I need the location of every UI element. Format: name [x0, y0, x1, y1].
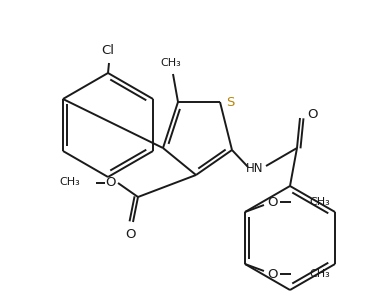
Text: S: S — [226, 97, 234, 110]
Text: O: O — [106, 175, 116, 188]
Text: CH₃: CH₃ — [309, 197, 330, 207]
Text: CH₃: CH₃ — [309, 269, 330, 279]
Text: HN: HN — [246, 162, 264, 175]
Text: Cl: Cl — [101, 44, 114, 57]
Text: O: O — [308, 108, 318, 122]
Text: CH₃: CH₃ — [59, 177, 80, 187]
Text: O: O — [268, 268, 278, 281]
Text: CH₃: CH₃ — [160, 58, 181, 68]
Text: O: O — [268, 196, 278, 209]
Text: O: O — [126, 228, 136, 240]
